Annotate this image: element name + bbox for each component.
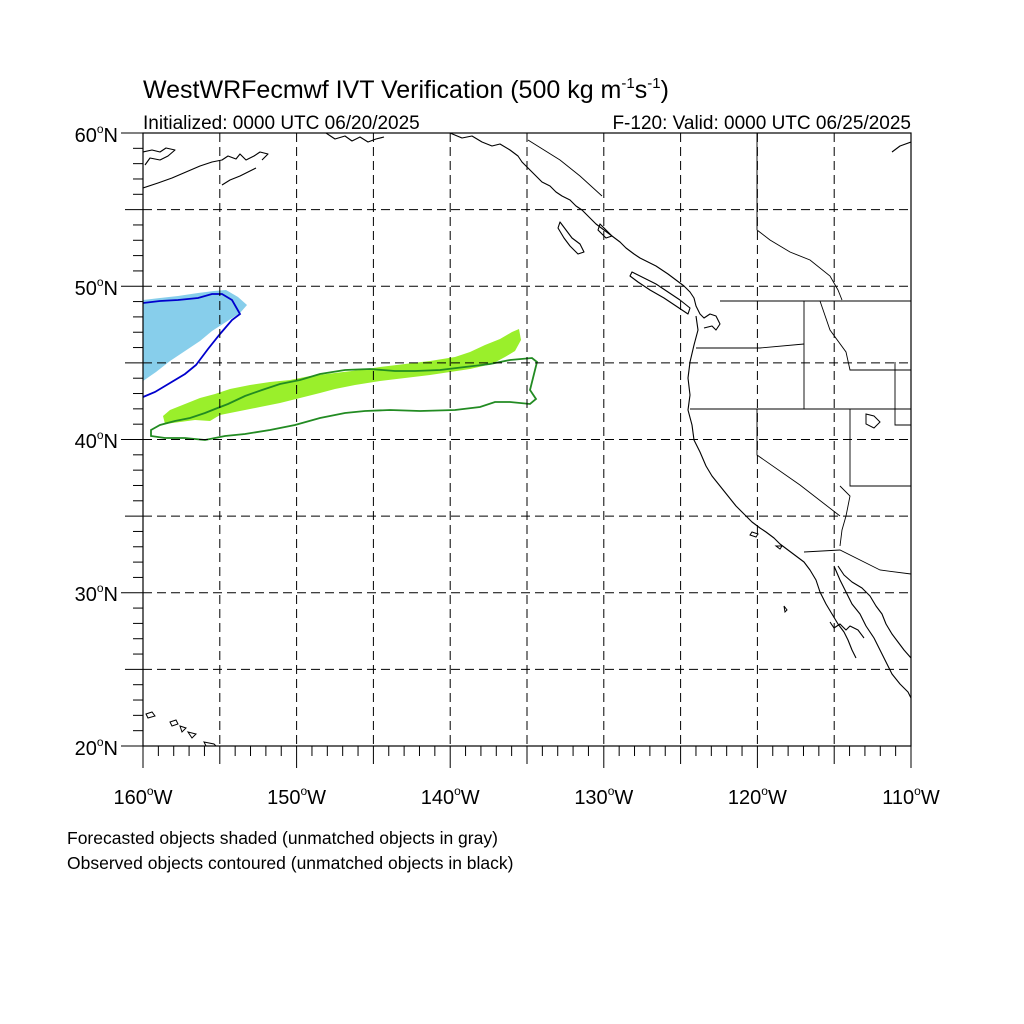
political-borders — [527, 133, 911, 575]
lat-label-30: 30oN — [75, 581, 118, 606]
forecast-note: Forecasted objects shaded (unmatched obj… — [67, 828, 498, 848]
lon-label-120: 120oW — [728, 784, 787, 809]
figure-title: WestWRFecmwf IVT Verification (500 kg m-… — [143, 75, 669, 104]
lat-label-20: 20oN — [75, 735, 118, 760]
axis-ticks — [121, 132, 912, 768]
lon-label-110: 110oW — [882, 784, 940, 809]
lon-labels: 160oW 150oW 140oW 130oW 120oW 110oW — [114, 784, 940, 809]
observed-note: Observed objects contoured (unmatched ob… — [67, 853, 514, 873]
forecast-object-2 — [163, 329, 521, 424]
map-interior — [143, 133, 911, 746]
forecast-object-1 — [143, 290, 247, 381]
init-time-label: Initialized: 0000 UTC 06/20/2025 — [143, 113, 420, 134]
legend-notes: Forecasted objects shaded (unmatched obj… — [67, 826, 514, 876]
lon-label-140: 140oW — [421, 784, 480, 809]
observed-object-2 — [150, 357, 539, 441]
valid-time-label: F-120: Valid: 0000 UTC 06/25/2025 — [612, 113, 911, 134]
lat-label-40: 40oN — [75, 428, 118, 453]
gridlines — [143, 133, 911, 746]
observed-object-1 — [143, 293, 242, 398]
lat-label-60: 60oN — [75, 122, 118, 147]
lon-label-160: 160oW — [114, 784, 173, 809]
lat-label-50: 50oN — [75, 275, 118, 300]
lat-labels: 60oN 50oN 40oN 30oN 20oN — [75, 122, 118, 760]
coastlines — [143, 133, 911, 746]
lon-label-150: 150oW — [267, 784, 326, 809]
lon-label-130: 130oW — [574, 784, 633, 809]
